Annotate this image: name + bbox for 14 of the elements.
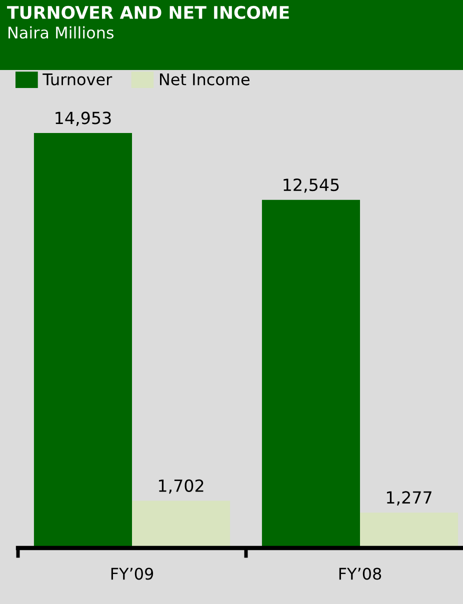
x-tick-label: FY’09 <box>111 568 154 580</box>
bar <box>132 500 230 548</box>
bar <box>34 133 132 548</box>
data-label: 1,702 <box>158 479 204 494</box>
legend-label: Net Income <box>160 74 250 86</box>
chart-title: TURNOVER AND NET INCOME <box>7 6 289 20</box>
bar <box>262 200 360 548</box>
bar <box>360 512 458 548</box>
legend-label: Turnover <box>42 74 112 86</box>
data-label: 14,953 <box>56 112 111 126</box>
data-label: 1,277 <box>386 491 432 506</box>
chart-subtitle: Naira Millions <box>8 26 114 39</box>
x-tick-label: FY’08 <box>339 568 382 580</box>
data-label: 12,545 <box>284 178 339 193</box>
